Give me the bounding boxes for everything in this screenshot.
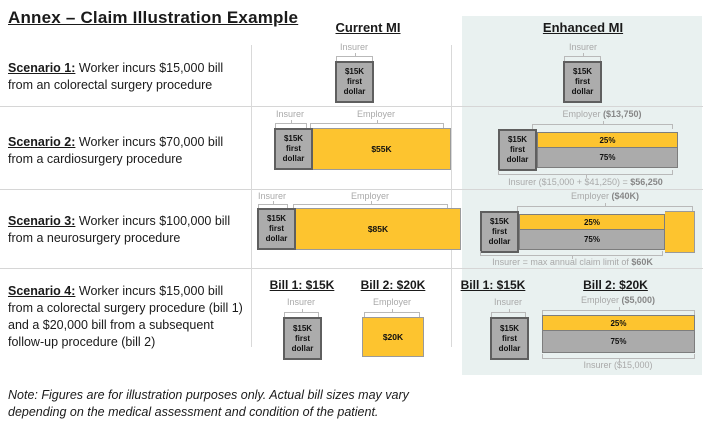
s4-enhanced-employer-bracket bbox=[542, 307, 695, 315]
s4-enhanced-75pct-bar: 75% bbox=[542, 331, 695, 353]
s2-enhanced-75pct-bar: 75% bbox=[537, 148, 678, 168]
scenario-2-text: Scenario 2: Worker incurs $70,000 bill f… bbox=[8, 134, 250, 168]
scenario-1-text: Scenario 1: Worker incurs $15,000 bill f… bbox=[8, 60, 250, 94]
s4-enhanced-bill2-header: Bill 2: $20K bbox=[583, 278, 648, 292]
s2-current-employer-bracket bbox=[310, 120, 444, 128]
s1-enhanced-first-dollar-box: $15K first dollar bbox=[563, 61, 602, 103]
s1-enhanced-insurer-label: Insurer bbox=[568, 42, 597, 52]
s4-enhanced-bill1-header: Bill 1: $15K bbox=[460, 278, 526, 292]
s3-enhanced-25pct-bar: 25% bbox=[519, 214, 665, 230]
column-header-current-mi: Current MI bbox=[335, 20, 401, 35]
s3-current-employer-label: Employer bbox=[350, 191, 389, 201]
s3-enhanced-insurer-limit-prefix: Insurer = max annual claim limit of bbox=[492, 257, 632, 267]
s3-current-insurer-label: Insurer bbox=[257, 191, 286, 201]
scenario-4-label: Scenario 4: bbox=[8, 284, 76, 298]
column-divider-1 bbox=[251, 45, 252, 347]
s4-enhanced-employer-label: Employer ($5,000) bbox=[538, 295, 698, 306]
s4-enhanced-25pct-bar: 25% bbox=[542, 315, 695, 331]
column-divider-2 bbox=[451, 45, 452, 347]
s2-current-bar: $15K first dollar $55K bbox=[274, 128, 451, 170]
s2-current-insurer-bracket bbox=[275, 120, 307, 128]
s2-current-first-dollar-box: $15K first dollar bbox=[274, 128, 313, 170]
s3-enhanced-insurer-limit-amount: $60K bbox=[631, 257, 653, 267]
s4-current-insurer-label: Insurer bbox=[286, 297, 315, 307]
s4-enhanced-employer-label-prefix: Employer bbox=[580, 295, 622, 305]
s1-current-insurer-label: Insurer bbox=[339, 42, 368, 52]
row-divider-3 bbox=[0, 268, 703, 269]
s2-enhanced-employer-label: Employer ($13,750) bbox=[522, 109, 682, 120]
s2-enhanced-insurer-total-prefix: Insurer ($15,000 + $41,250) = bbox=[508, 177, 631, 187]
scenario-1-desc: Worker incurs $15,000 bill from an color… bbox=[8, 61, 224, 92]
s4-current-employer-bracket bbox=[364, 309, 420, 317]
s1-current-first-dollar-box: $15K first dollar bbox=[335, 61, 374, 103]
s4-current-insurer-bracket bbox=[284, 309, 319, 317]
row-divider-2 bbox=[0, 189, 703, 190]
s3-enhanced-first-dollar-box: $15K first dollar bbox=[480, 211, 519, 253]
scenario-1-label: Scenario 1: bbox=[8, 61, 76, 75]
s2-enhanced-insurer-total-amount: $56,250 bbox=[630, 177, 663, 187]
row-divider-1 bbox=[0, 106, 703, 107]
scenario-3-desc: Worker incurs $100,000 bill from a neuro… bbox=[8, 214, 231, 245]
s4-enhanced-insurer-label: Insurer bbox=[493, 297, 522, 307]
s4-current-bill2-header: Bill 2: $20K bbox=[360, 278, 426, 292]
s1-enhanced-insurer-bracket bbox=[564, 53, 601, 61]
s2-enhanced-employer-bracket bbox=[532, 121, 673, 129]
s3-current-insurer-bracket bbox=[258, 201, 288, 209]
s4-current-employer-label: Employer bbox=[372, 297, 411, 307]
s2-enhanced-employer-label-prefix: Employer bbox=[562, 109, 603, 119]
s3-current-bar: $15K first dollar $85K bbox=[257, 208, 461, 250]
scenario-4-desc: Worker incurs $15,000 bill from a colore… bbox=[8, 284, 243, 349]
s2-enhanced-first-dollar-box: $15K first dollar bbox=[498, 129, 537, 171]
column-header-enhanced-mi: Enhanced MI bbox=[542, 20, 624, 35]
s3-enhanced-insurer-limit-label: Insurer = max annual claim limit of $60K bbox=[455, 257, 690, 268]
s3-enhanced-insurer-bracket bbox=[480, 251, 663, 259]
scenario-2-desc: Worker incurs $70,000 bill from a cardio… bbox=[8, 135, 224, 166]
s4-current-bill2-box: $20K bbox=[362, 317, 424, 357]
s4-enhanced-split-bar: 25% 75% bbox=[542, 315, 695, 353]
s2-current-employer-label: Employer bbox=[356, 109, 395, 119]
footnote: Note: Figures are for illustration purpo… bbox=[8, 388, 409, 419]
page-title: Annex – Claim Illustration Example bbox=[8, 8, 299, 27]
s2-enhanced-25pct-bar: 25% bbox=[537, 132, 678, 148]
s3-enhanced-bar: $15K first dollar 25% 75% bbox=[480, 211, 695, 253]
s2-enhanced-insurer-total-label: Insurer ($15,000 + $41,250) = $56,250 bbox=[468, 177, 703, 188]
s3-current-first-dollar-box: $15K first dollar bbox=[257, 208, 296, 250]
s3-enhanced-75pct-bar: 75% bbox=[519, 230, 665, 250]
scenario-3-text: Scenario 3: Worker incurs $100,000 bill … bbox=[8, 213, 250, 247]
s2-enhanced-insurer-bracket bbox=[498, 170, 673, 178]
s2-enhanced-bar: $15K first dollar 25% 75% bbox=[498, 129, 678, 171]
s3-enhanced-employer-bracket bbox=[517, 203, 693, 211]
s4-enhanced-insurer-bottom-label: Insurer ($15,000) bbox=[538, 360, 698, 371]
s1-current-insurer-bracket bbox=[336, 53, 373, 61]
s3-enhanced-employer-label-amount: ($40K) bbox=[611, 191, 640, 201]
scenario-3-label: Scenario 3: bbox=[8, 214, 76, 228]
s3-enhanced-employer-label-prefix: Employer bbox=[570, 191, 612, 201]
s2-current-insurer-label: Insurer bbox=[275, 109, 304, 119]
s2-current-employer-bar: $55K bbox=[313, 128, 451, 170]
s2-enhanced-split-bar: 25% 75% bbox=[537, 132, 678, 168]
s4-enhanced-insurer-bottom-bracket bbox=[542, 354, 695, 362]
s3-enhanced-employer-overflow-block bbox=[665, 211, 695, 253]
s4-enhanced-first-dollar-box: $15K first dollar bbox=[490, 317, 529, 360]
s3-current-employer-bracket bbox=[293, 201, 448, 209]
s4-current-first-dollar-box: $15K first dollar bbox=[283, 317, 322, 360]
s4-enhanced-insurer-bottom-prefix: Insurer ($15,000) bbox=[583, 360, 653, 370]
s3-current-employer-bar: $85K bbox=[296, 208, 461, 250]
scenario-2-label: Scenario 2: bbox=[8, 135, 76, 149]
s3-enhanced-split-bar: 25% 75% bbox=[519, 214, 665, 250]
s3-enhanced-employer-label: Employer ($40K) bbox=[525, 191, 685, 202]
s4-current-bill1-header: Bill 1: $15K bbox=[269, 278, 335, 292]
s2-enhanced-employer-label-amount: ($13,750) bbox=[602, 109, 642, 119]
s4-enhanced-employer-label-amount: ($5,000) bbox=[621, 295, 656, 305]
s4-enhanced-insurer-bracket bbox=[491, 309, 526, 317]
scenario-4-text: Scenario 4: Worker incurs $15,000 bill f… bbox=[8, 283, 250, 351]
